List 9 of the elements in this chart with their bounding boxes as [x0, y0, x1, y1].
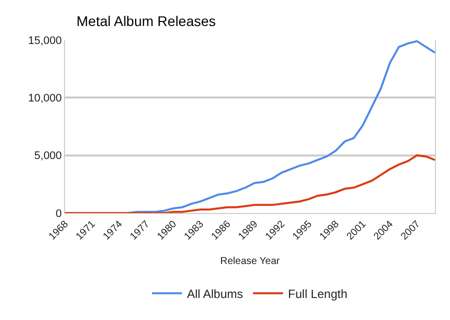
- y-tick-label: 5,000: [34, 150, 62, 162]
- x-axis-title: Release Year: [220, 256, 280, 267]
- legend-label: Full Length: [288, 286, 348, 301]
- y-tick-label: 15,000: [28, 34, 62, 47]
- y-tick-label: 0: [56, 208, 62, 220]
- legend-label: All Albums: [187, 286, 244, 301]
- chart-title: Metal Album Releases: [76, 12, 216, 29]
- line-series: [127, 40, 435, 213]
- y-tick-label: 10,000: [28, 92, 62, 105]
